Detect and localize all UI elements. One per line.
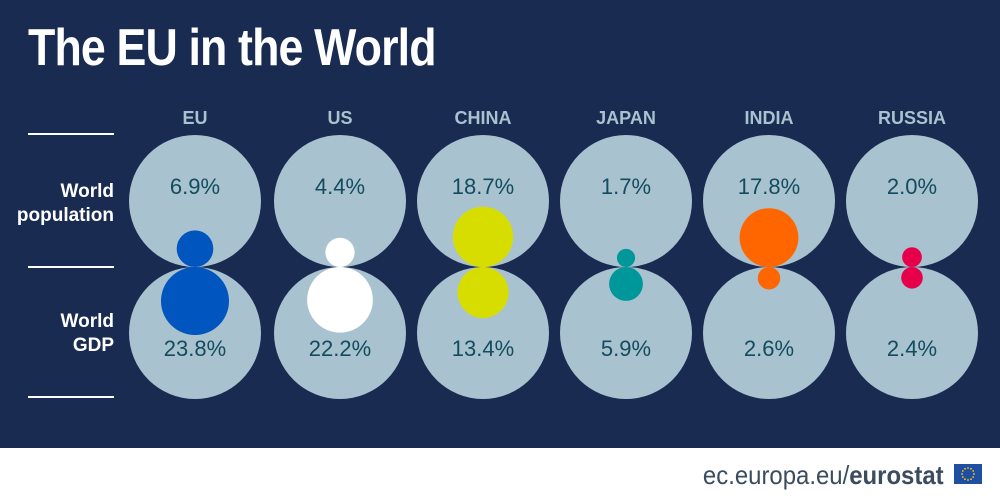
eu-flag-icon <box>954 464 982 484</box>
bubble-population-5 <box>902 247 922 267</box>
bubble-gdp-2 <box>457 267 509 319</box>
value-label-population-5: 2.0% <box>887 174 937 199</box>
value-label-gdp-5: 2.4% <box>887 336 937 361</box>
bg-circle-0-1 <box>274 135 406 267</box>
column-header-1: US <box>327 108 352 128</box>
source-text[interactable]: ec.europa.eu/eurostat <box>703 460 944 491</box>
row-label-1-0: World <box>61 311 114 332</box>
value-label-gdp-3: 5.9% <box>601 336 651 361</box>
bubble-gdp-3 <box>609 267 643 301</box>
bg-circle-1-4 <box>703 267 835 399</box>
column-header-3: JAPAN <box>596 108 656 128</box>
bubble-gdp-5 <box>901 267 923 289</box>
bubble-gdp-1 <box>307 267 373 333</box>
value-label-population-3: 1.7% <box>601 174 651 199</box>
source-domain: ec.europa.eu/ <box>703 460 850 490</box>
column-header-4: INDIA <box>745 108 794 128</box>
source-brand: eurostat <box>849 460 944 490</box>
page-title: The EU in the World <box>28 19 437 77</box>
bg-circle-0-4 <box>703 135 835 267</box>
bg-circle-1-2 <box>417 267 549 399</box>
bg-circle-0-5 <box>846 135 978 267</box>
column-header-5: RUSSIA <box>878 108 946 128</box>
bubble-gdp-0 <box>161 267 229 335</box>
value-label-population-0: 6.9% <box>170 174 220 199</box>
footer: ec.europa.eu/eurostat <box>0 448 1000 500</box>
bg-circle-0-0 <box>129 135 261 267</box>
bubble-population-1 <box>325 237 355 267</box>
bg-circle-0-3 <box>560 135 692 267</box>
value-label-gdp-1: 22.2% <box>309 336 371 361</box>
column-header-2: CHINA <box>455 108 512 128</box>
value-label-population-1: 4.4% <box>315 174 365 199</box>
value-label-gdp-4: 2.6% <box>744 336 794 361</box>
row-label-0-1: population <box>17 205 114 226</box>
bg-circle-0-2 <box>417 135 549 267</box>
column-header-0: EU <box>182 108 207 128</box>
bg-circle-1-3 <box>560 267 692 399</box>
row-label-1-1: GDP <box>73 335 115 356</box>
value-label-gdp-0: 23.8% <box>164 336 226 361</box>
bubble-population-4 <box>739 208 799 267</box>
value-label-population-2: 18.7% <box>452 174 514 199</box>
bubble-population-2 <box>452 206 514 267</box>
bubble-chart: World population World GDP EU US CHINA JAPAN IND… <box>17 108 978 399</box>
bg-circle-1-5 <box>846 267 978 399</box>
bubble-population-0 <box>176 230 214 267</box>
row-label-0-0: World <box>61 181 114 202</box>
bubble-population-3 <box>616 248 636 267</box>
value-label-population-4: 17.8% <box>738 174 800 199</box>
bubble-gdp-4 <box>757 267 781 290</box>
bg-circle-1-1 <box>274 267 406 399</box>
value-label-gdp-2: 13.4% <box>452 336 514 361</box>
